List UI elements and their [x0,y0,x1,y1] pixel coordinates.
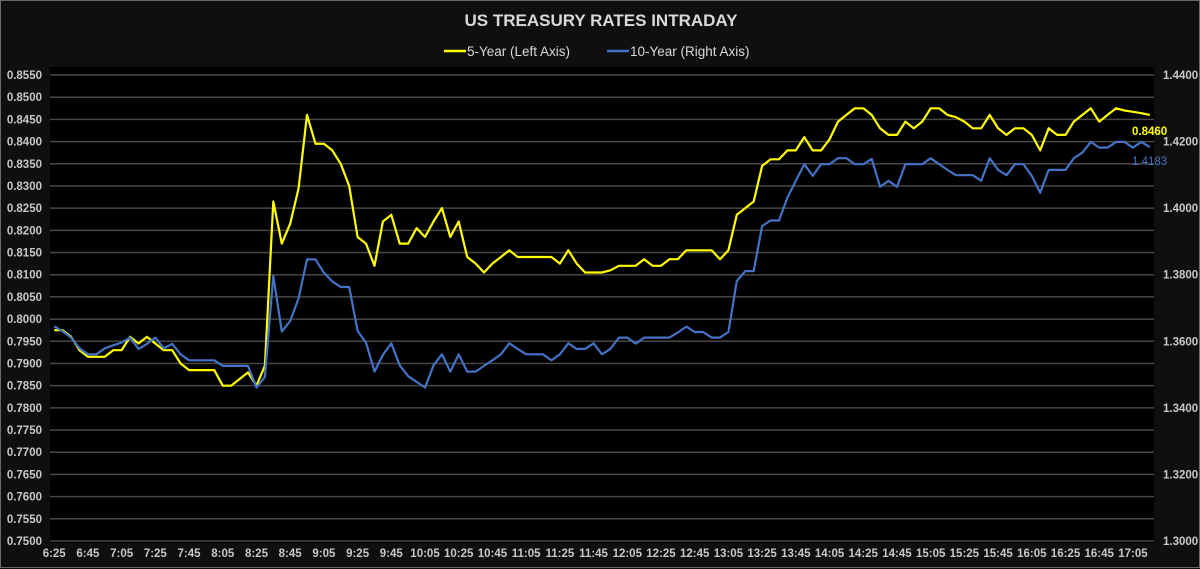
left-axis-tick-label: 0.8200 [7,225,42,237]
left-axis-tick-label: 0.8550 [7,70,42,82]
left-axis-tick-label: 0.7500 [7,536,42,548]
right-axis-labels: 1.3000 1.3200 1.3400 1.3600 1.3800 1.4000 1.42… [1163,70,1198,548]
left-axis-tick-label: 0.7850 [7,381,42,393]
chart-title: US TREASURY RATES INTRADAY [465,11,739,30]
plot-area [50,67,1154,543]
x-axis-labels: 6:25 6:45 7:05 7:25 7:45 8:05 8:25 8:45 9:05 9:25… [43,548,1149,560]
x-axis-tick-label: 14:25 [849,548,879,560]
gridlines [50,74,1154,542]
x-axis-tick-label: 16:05 [1017,548,1047,560]
x-axis-tick-label: 17:05 [1118,548,1148,560]
left-axis-tick-label: 0.7750 [7,425,42,437]
right-axis-tick-label: 1.3200 [1163,469,1198,481]
x-axis-tick-label: 6:45 [76,548,100,560]
x-axis-tick-label: 13:45 [781,548,811,560]
x-axis-tick-label: 11:45 [579,548,608,560]
legend-label-5-year: 5-Year (Left Axis) [467,44,570,59]
series-lines [53,107,1151,389]
right-axis-tick-label: 1.4400 [1163,70,1198,82]
left-axis-tick-label: 0.7900 [7,358,42,370]
x-axis-tick-label: 13:25 [747,548,777,560]
left-axis-tick-label: 0.8300 [7,181,42,193]
left-axis-tick-label: 0.8050 [7,292,42,304]
x-axis-tick-label: 12:25 [646,548,676,560]
left-axis-tick-label: 0.8500 [7,92,42,104]
x-axis-tick-label: 9:25 [346,548,370,560]
legend-label-10-year: 10-Year (Right Axis) [630,44,750,59]
left-axis-tick-label: 0.7950 [7,336,42,348]
series-line-10-year [53,140,1151,389]
left-axis-tick-label: 0.8000 [7,314,42,326]
left-axis-tick-label: 0.8400 [7,137,42,149]
series-line-5-year [54,107,1151,387]
x-axis-tick-label: 8:25 [245,548,269,560]
x-axis-tick-label: 14:05 [815,548,845,560]
x-axis-tick-label: 12:05 [613,548,643,560]
left-axis-tick-label: 0.8450 [7,114,42,126]
last-value-label-10-year: 1.4183 [1132,156,1167,168]
left-axis-tick-label: 0.8250 [7,203,42,215]
x-axis-tick-label: 11:05 [512,548,541,560]
left-axis-tick-label: 0.7550 [7,514,42,526]
x-axis-tick-label: 10:25 [444,548,474,560]
right-axis-tick-label: 1.3000 [1163,536,1198,548]
x-axis-tick-label: 11:25 [545,548,574,560]
x-axis-tick-label: 15:05 [916,548,946,560]
x-axis-tick-label: 7:45 [178,548,202,560]
right-axis-tick-label: 1.3800 [1163,270,1198,282]
x-axis-tick-label: 7:05 [110,548,134,560]
x-axis-tick-label: 16:45 [1085,548,1115,560]
x-axis-tick-label: 8:05 [211,548,235,560]
x-axis-tick-label: 13:05 [714,548,744,560]
left-axis-tick-label: 0.7800 [7,403,42,415]
legend: 5-Year (Left Axis) 10-Year (Right Axis) [444,44,750,59]
x-axis-tick-label: 6:25 [43,548,67,560]
x-axis-tick-label: 10:05 [410,548,440,560]
left-axis-tick-label: 0.7650 [7,469,42,481]
left-axis-labels: 0.7500 0.7550 0.7600 0.7650 0.7700 0.7750 0.78… [7,70,42,548]
x-axis-tick-label: 10:45 [478,548,508,560]
left-axis-tick-label: 0.8350 [7,159,42,171]
right-axis-tick-label: 1.3600 [1163,336,1198,348]
x-axis-tick-label: 16:25 [1051,548,1081,560]
x-axis-tick-label: 15:25 [950,548,980,560]
last-value-label-5-year: 0.8460 [1132,126,1167,138]
left-axis-tick-label: 0.7600 [7,492,42,504]
x-axis-tick-label: 7:25 [144,548,168,560]
x-axis-tick-label: 9:45 [380,548,404,560]
right-axis-tick-label: 1.4200 [1163,137,1198,149]
left-axis-tick-label: 0.8100 [7,270,42,282]
x-axis-tick-label: 15:45 [983,548,1013,560]
right-axis-tick-label: 1.3400 [1163,403,1198,415]
right-axis-tick-label: 1.4000 [1163,203,1198,215]
x-axis-tick-label: 8:45 [279,548,303,560]
x-axis-tick-label: 12:45 [680,548,710,560]
x-axis-tick-label: 14:45 [882,548,912,560]
x-axis-tick-label: 9:05 [312,548,336,560]
left-axis-tick-label: 0.8150 [7,248,42,260]
left-axis-tick-label: 0.7700 [7,447,42,459]
